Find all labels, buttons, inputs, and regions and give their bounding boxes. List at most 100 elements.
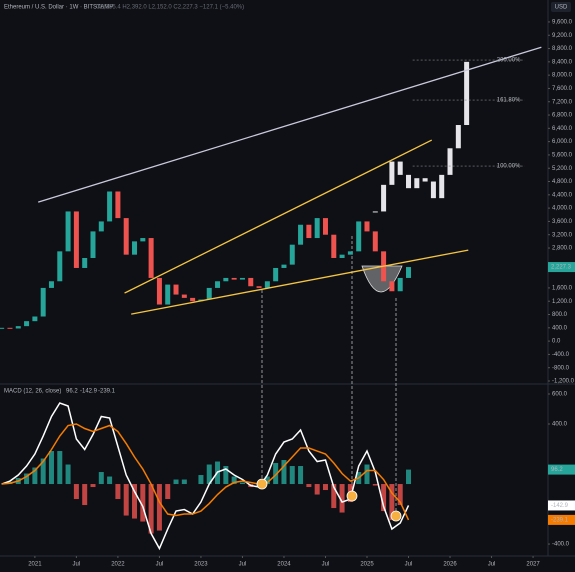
chart-title: Ethereum / U.S. Dollar · 1W · BITSTAMP (4, 5, 113, 11)
value-label: -239.1 (551, 517, 569, 523)
histogram-bar (223, 466, 229, 485)
candle (148, 238, 154, 278)
histogram-bar (273, 463, 279, 485)
candle (40, 287, 46, 317)
histogram-bar (306, 484, 312, 488)
candle (165, 284, 171, 305)
ohlc: O2,355.4 H2,392.0 L2,152.0 C2,227.3 −127… (96, 5, 244, 11)
y-tick-label: 9,200.0 (552, 33, 573, 39)
histogram-bar (173, 479, 179, 485)
x-tick-label: 2024 (277, 562, 291, 568)
x-tick-label: Jul (156, 562, 164, 568)
x-tick-label: 2022 (111, 562, 125, 568)
candle (206, 287, 212, 300)
candle (439, 174, 445, 199)
histogram-bar (65, 464, 71, 485)
y-tick-label: 8,400.0 (552, 59, 573, 65)
candle (322, 218, 328, 235)
candle (140, 238, 146, 242)
histogram-bar (397, 484, 403, 506)
value-box (548, 464, 575, 475)
candle (314, 218, 320, 239)
candle (82, 257, 88, 268)
candle (256, 286, 262, 288)
histogram-bar (115, 484, 121, 500)
histogram-bar (264, 476, 270, 485)
y-tick-label: 8,800.0 (552, 46, 573, 52)
candle (115, 191, 121, 219)
candle (181, 294, 187, 298)
candle (331, 234, 337, 258)
candle (173, 284, 179, 295)
y-tick-label: 7,200.0 (552, 99, 573, 105)
candle (430, 181, 436, 199)
x-tick-label: Jul (322, 562, 330, 568)
value-box (548, 500, 575, 511)
candle (306, 224, 312, 239)
y-tick-label: 8,000.0 (552, 73, 573, 79)
legend-value: 96.2 (66, 389, 78, 395)
y-tick-label: -1,200.0 (552, 379, 575, 385)
candle (0, 327, 5, 329)
candle (455, 125, 461, 149)
candle (65, 211, 71, 252)
histogram-bar (364, 464, 370, 485)
highlight-dot (256, 478, 268, 490)
candle (273, 267, 279, 282)
histogram-bar (32, 467, 38, 485)
trend-line (124, 139, 433, 294)
x-tick-label: Jul (73, 562, 81, 568)
y-tick-label: 5,200.0 (552, 166, 573, 172)
value-label: 96.2 (551, 467, 563, 473)
highlight-dot (346, 490, 358, 502)
candle (107, 191, 113, 222)
histogram-bar (406, 469, 412, 485)
y-tick-label: -400.0 (552, 352, 570, 358)
y-tick-label: 4,800.0 (552, 179, 573, 185)
y-tick-label: 6,400.0 (552, 126, 573, 132)
y-tick-label: 800.0 (552, 312, 568, 318)
histogram-bar (331, 484, 337, 509)
candle (389, 161, 395, 185)
y-tick-label: 4,000.0 (552, 206, 573, 212)
y-tick-label: 9,600.0 (552, 20, 573, 26)
histogram-bar (381, 484, 387, 512)
y-tick-label: 4,400.0 (552, 192, 573, 198)
candle (264, 281, 270, 288)
candle (48, 281, 54, 288)
last-price-label: 2,227.3 (551, 265, 572, 271)
candle (98, 221, 104, 232)
macd-title: MACD (12, 26, close) (4, 389, 61, 395)
candle (347, 251, 353, 255)
histogram-bar (289, 466, 295, 485)
histogram-bar (206, 464, 212, 485)
currency: USD (555, 5, 568, 11)
histogram-bar (82, 484, 88, 506)
y-tick-label: 1,200.0 (552, 299, 573, 305)
candle (406, 267, 412, 278)
histogram-bar (298, 466, 304, 485)
histogram-bar (148, 484, 154, 534)
candle (281, 264, 287, 268)
histogram-bar (123, 484, 129, 516)
candle (372, 231, 378, 252)
value-label: -142.9 (551, 503, 569, 509)
y-tick-label: -400.0 (552, 542, 570, 548)
candle (406, 174, 412, 189)
candle (156, 277, 162, 305)
x-tick-label: Jul (239, 562, 247, 568)
legend-value: -142.9 (80, 389, 98, 395)
currency-box (551, 2, 571, 12)
histogram-bar (24, 473, 30, 485)
candle (356, 221, 362, 252)
y-tick-label: 2,800.0 (552, 246, 573, 252)
histogram-bar (40, 458, 46, 485)
y-tick-label: 600.0 (552, 392, 568, 398)
macd-line (1, 423, 410, 521)
y-tick-label: 0.0 (552, 339, 561, 345)
x-tick-label: 2027 (526, 562, 540, 568)
candle (389, 281, 395, 292)
y-tick-label: 5,600.0 (552, 153, 573, 159)
legend-value: -239.1 (98, 389, 116, 395)
